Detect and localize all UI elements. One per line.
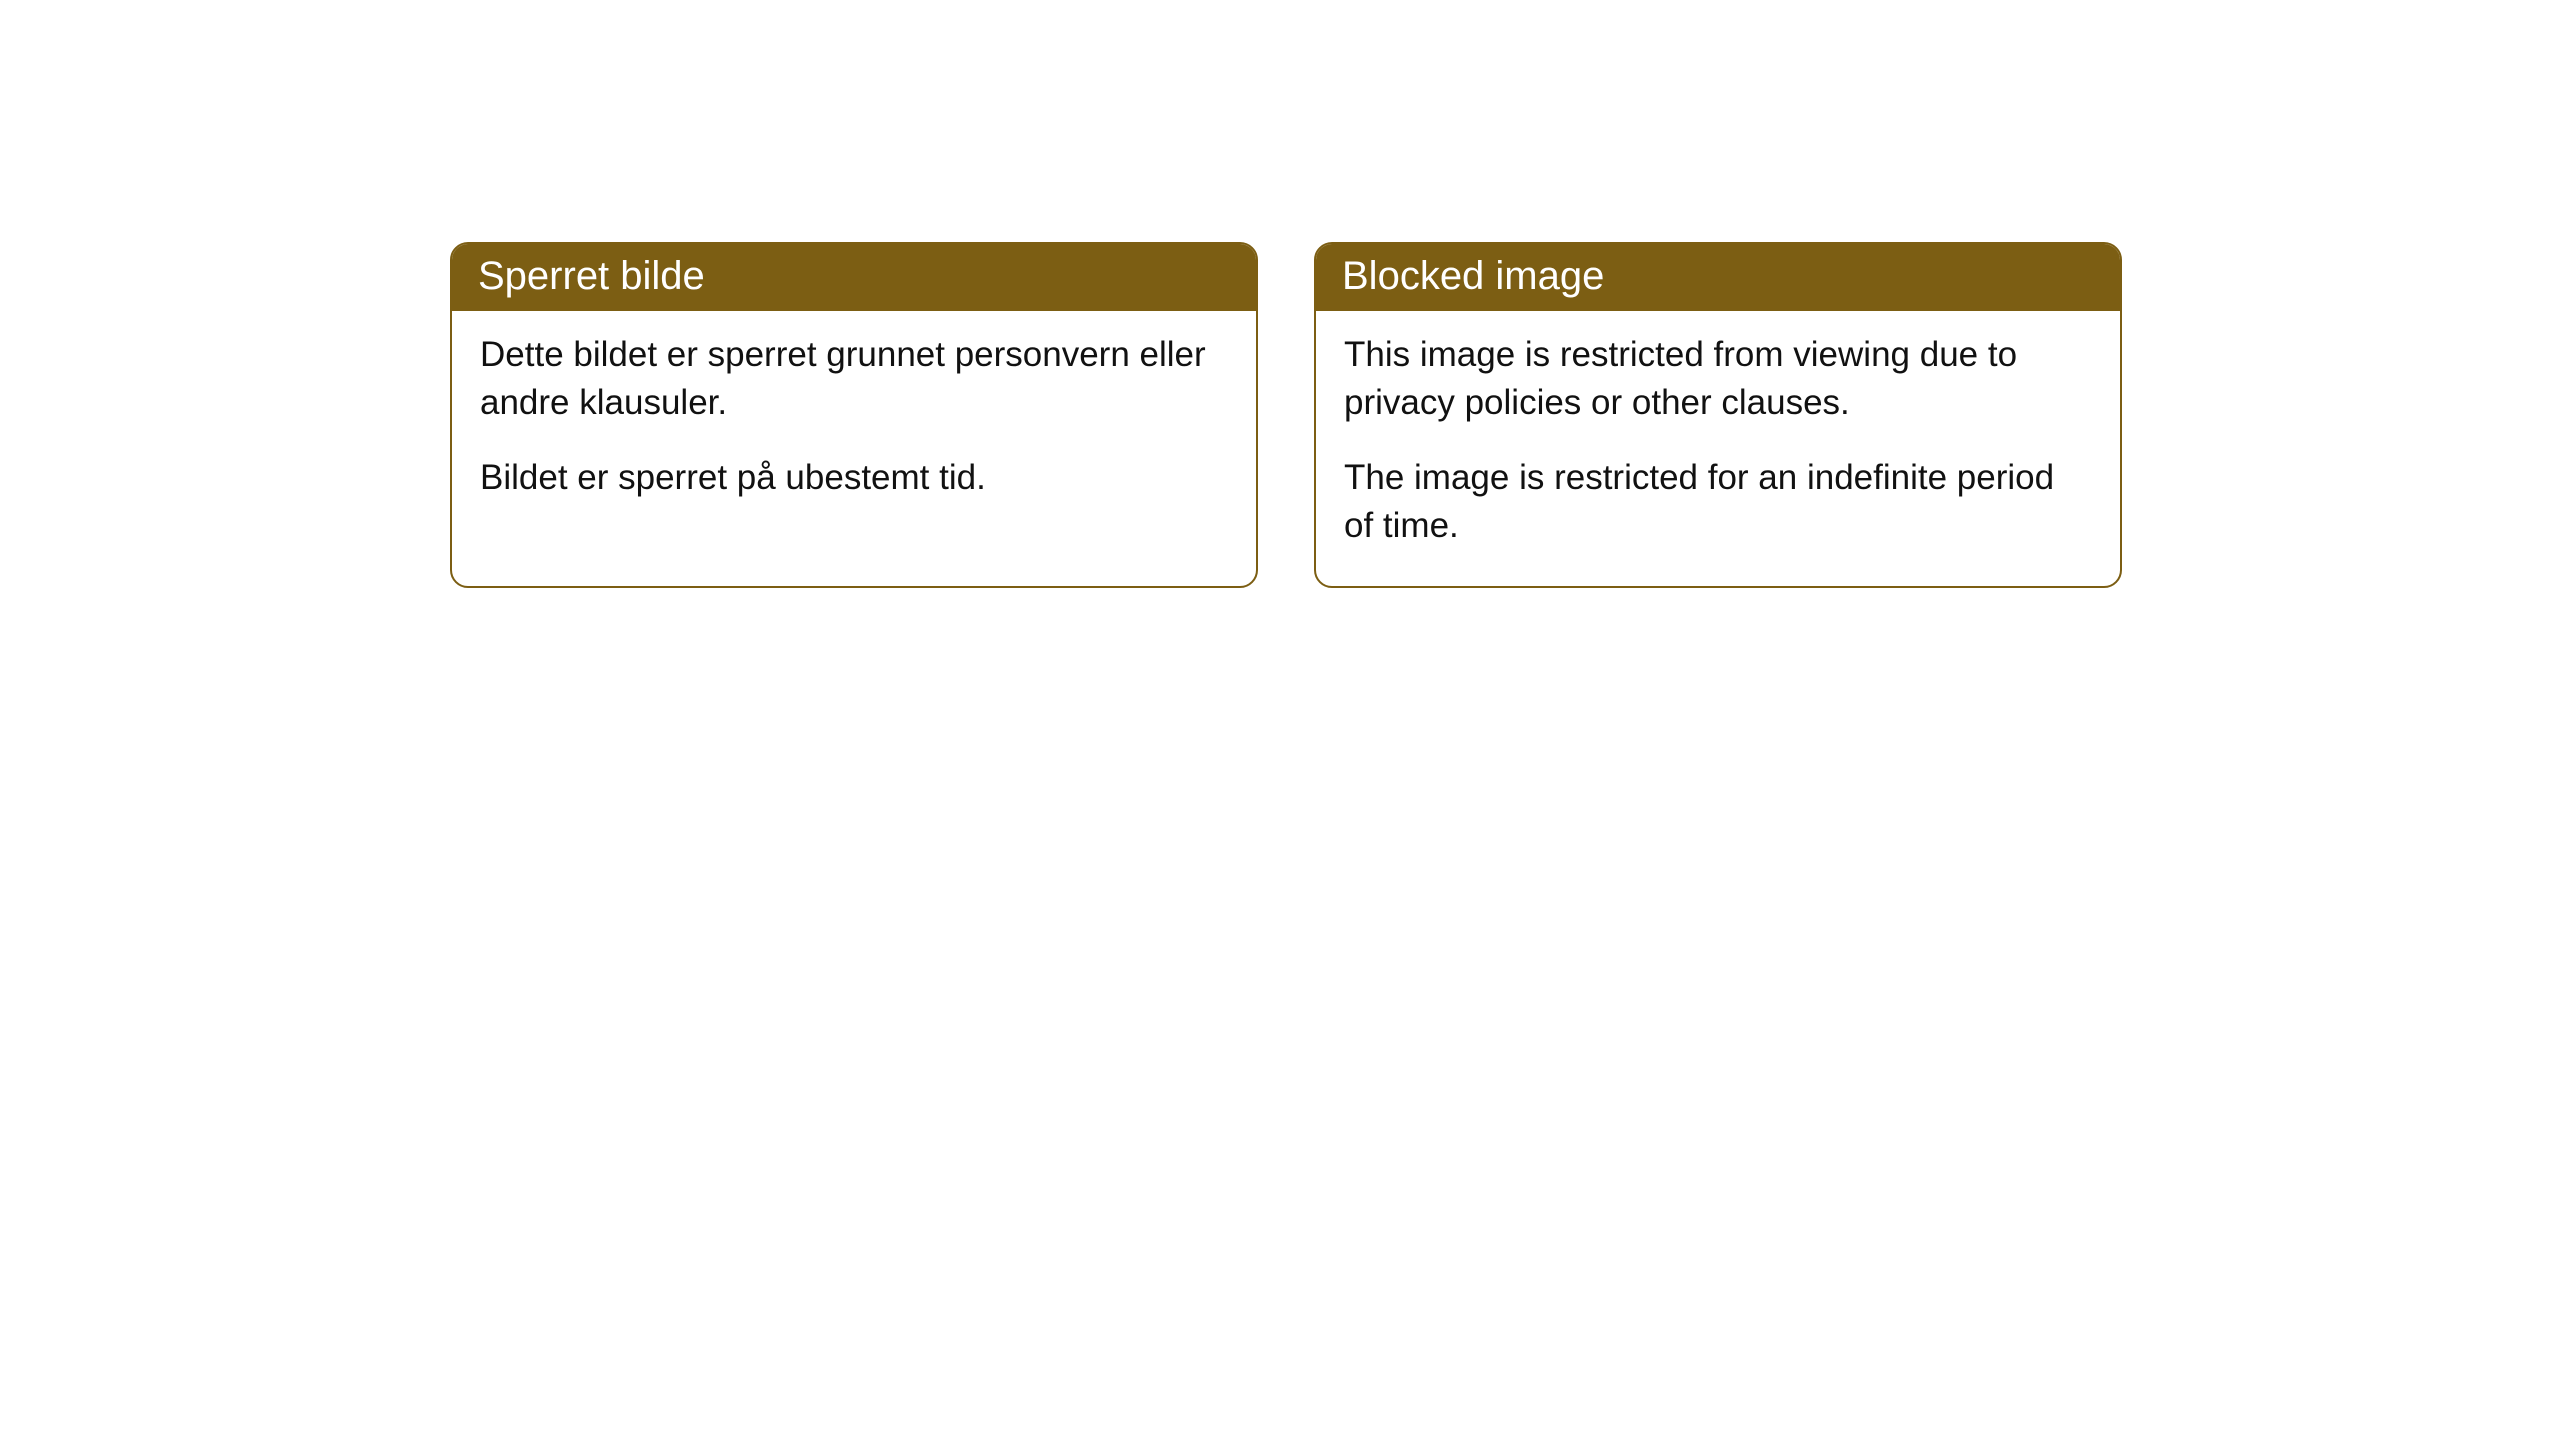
notice-card-english: Blocked image This image is restricted f…	[1314, 242, 2122, 588]
notice-card-norwegian: Sperret bilde Dette bildet er sperret gr…	[450, 242, 1258, 588]
card-body: This image is restricted from viewing du…	[1316, 311, 2120, 586]
card-header: Blocked image	[1316, 244, 2120, 311]
notice-paragraph: Bildet er sperret på ubestemt tid.	[480, 454, 1228, 502]
notice-paragraph: Dette bildet er sperret grunnet personve…	[480, 331, 1228, 428]
notice-paragraph: This image is restricted from viewing du…	[1344, 331, 2092, 428]
card-header: Sperret bilde	[452, 244, 1256, 311]
notice-paragraph: The image is restricted for an indefinit…	[1344, 454, 2092, 551]
card-body: Dette bildet er sperret grunnet personve…	[452, 311, 1256, 538]
notice-container: Sperret bilde Dette bildet er sperret gr…	[450, 242, 2122, 588]
